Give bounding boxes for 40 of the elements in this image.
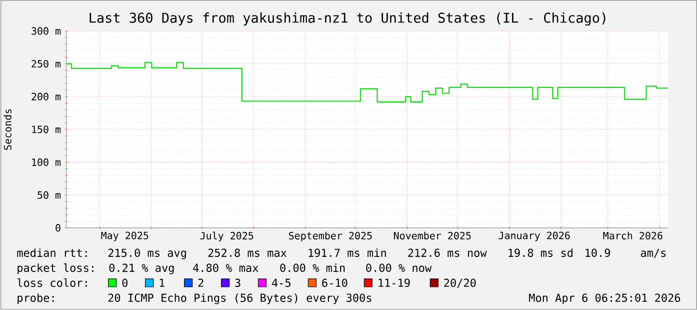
- text: 0.21 % avg: [109, 264, 174, 274]
- text: 4.80 % max: [193, 264, 258, 272]
- x-tick-label: January 2026: [498, 232, 570, 242]
- chart-title: Last 360 Days from yakushima-nz1 to United States (IL - Chicago): [90, 12, 606, 26]
- text: 1: [160, 278, 164, 287]
- text: 4-5: [272, 278, 290, 288]
- y-tick-label: 0: [56, 224, 60, 232]
- text: 0.00 % min: [280, 264, 345, 272]
- text: 10.9: [586, 248, 610, 258]
- text: 252.8 ms max: [208, 248, 287, 258]
- x-tick-label: May 2025: [101, 232, 148, 242]
- text: 6-10: [322, 278, 348, 288]
- x-tick-label: September 2025: [289, 232, 372, 242]
- text: 0: [122, 278, 128, 288]
- x-tick-label: March 2026: [603, 232, 662, 240]
- text: median rtt:: [17, 248, 87, 258]
- text: 20/20: [444, 278, 476, 288]
- y-tick-label: 50 m: [38, 191, 61, 199]
- text: 11-19: [378, 278, 410, 288]
- text: 20 ICMP Echo Pings (56 Bytes) every 300s: [108, 294, 372, 304]
- text: am/s: [640, 248, 666, 258]
- text: probe:: [18, 294, 54, 304]
- text: 2: [198, 278, 204, 287]
- text: packet loss:: [18, 264, 94, 274]
- text: 212.6 ms now: [408, 248, 487, 258]
- text: 0.00 % now: [366, 264, 432, 272]
- text: 19.8 ms sd: [508, 248, 572, 258]
- text: 191.7 ms min: [308, 248, 386, 258]
- y-tick-label: 150 m: [32, 126, 61, 134]
- y-tick-label: 200 m: [32, 92, 61, 100]
- text: Mon Apr 6 06:25:01 2026: [529, 294, 680, 304]
- y-tick-label: 300 m: [32, 27, 61, 35]
- x-tick-label: November 2025: [394, 232, 471, 240]
- text: 215.0 ms avg: [108, 248, 186, 260]
- y-tick-label: 100 m: [32, 158, 61, 166]
- y-axis-title: Seconds: [4, 109, 12, 150]
- text: loss color:: [18, 278, 87, 288]
- text: 3: [235, 278, 240, 288]
- x-tick-label: July 2025: [200, 232, 254, 242]
- y-tick-label: 250 m: [32, 60, 61, 68]
